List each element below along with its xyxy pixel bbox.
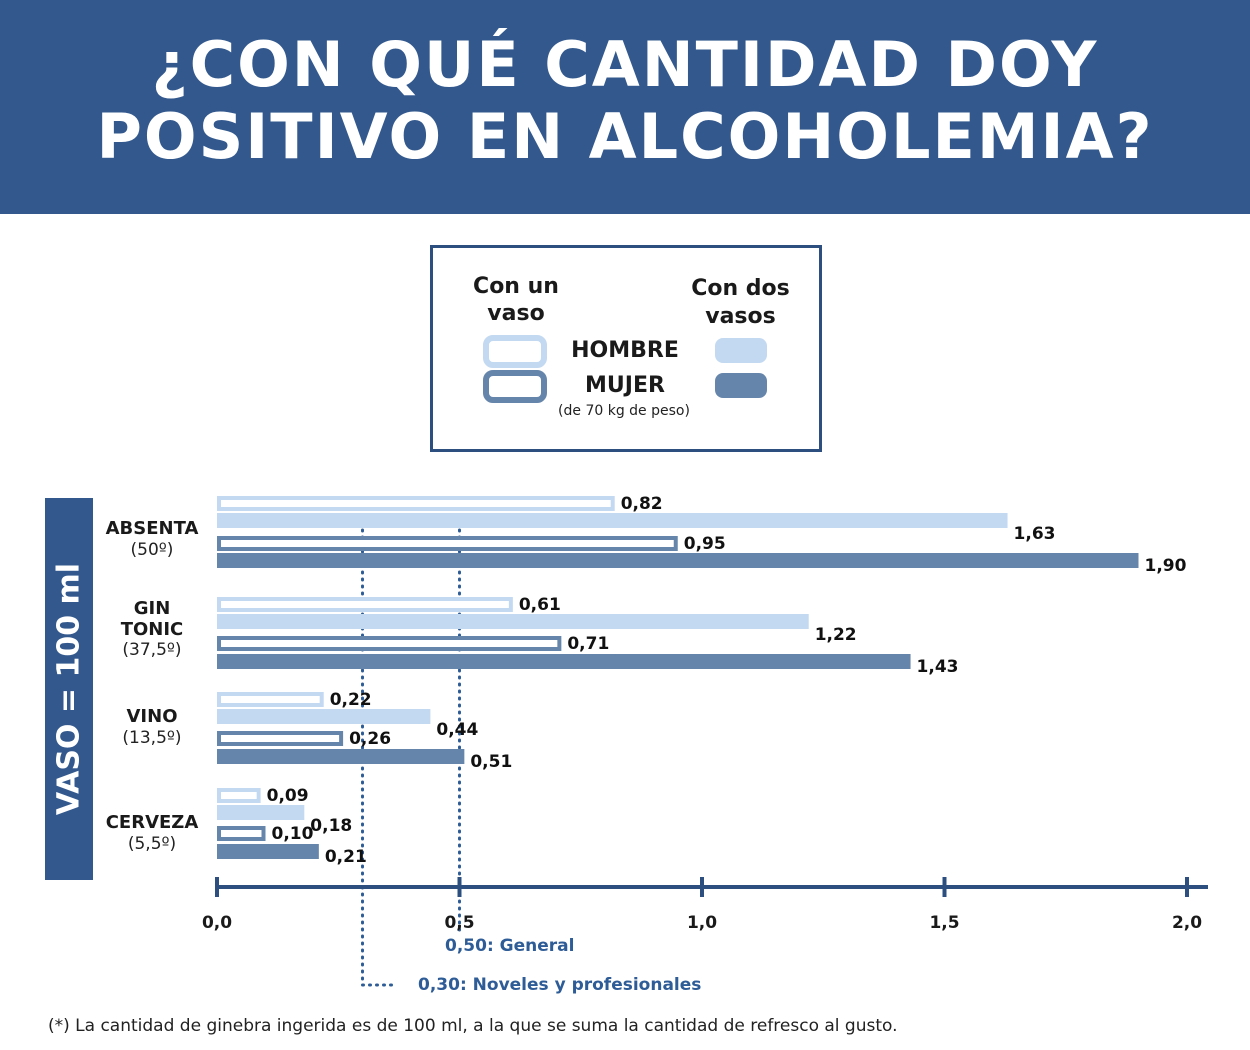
x-tick-label-1: 0,5 [444,913,474,933]
value-label-cerveza-series-3: 0,21 [325,847,367,867]
title-line-1: ¿CON QUÉ CANTIDAD DOY [151,28,1099,101]
category-sub-cerveza: (5,5º) [127,834,177,854]
legend-one-glass-line2: vaso [487,301,545,326]
category-sub-gin-tonic: (37,5º) [122,640,182,660]
category-label-absenta: ABSENTA [105,518,199,539]
legend-swatch-man-two-glasses [715,338,767,363]
bar-gin-tonic-series-1 [217,614,809,629]
value-label-absenta-series-2: 0,95 [684,534,726,554]
bar-cerveza-series-0 [217,788,261,803]
legend: Con un vaso Con dos vasos HOMBRE MUJER (… [430,245,822,452]
header-banner: ¿CON QUÉ CANTIDAD DOY POSITIVO EN ALCOHO… [0,0,1250,214]
value-label-absenta-series-0: 0,82 [621,494,663,514]
bar-gin-tonic-series-0 [217,597,513,612]
value-label-gin-tonic-series-3: 1,43 [917,657,959,677]
legend-weight-note: (de 70 kg de peso) [558,403,690,419]
value-label-cerveza-series-2: 0,10 [272,824,314,844]
x-tick-label-2: 1,0 [687,913,717,933]
value-label-gin-tonic-series-1: 1,22 [815,625,857,645]
category-label-gin-tonic-line1: GIN [133,598,171,619]
bar-vino-series-0 [217,692,324,707]
bar-vino-series-2 [217,731,344,746]
value-label-absenta-series-1: 1,63 [1014,524,1056,544]
bar-cerveza-series-3 [217,844,319,859]
category-label-vino: VINO [126,706,178,727]
value-label-gin-tonic-series-0: 0,61 [519,595,561,615]
value-label-vino-series-2: 0,26 [349,729,391,749]
bar-cerveza-series-1 [217,805,305,820]
category-label-gin-tonic-line2: TONIC [120,619,184,640]
bar-absenta-series-0 [217,496,615,511]
bar-gin-tonic-series-3 [217,654,911,669]
legend-two-glasses-line1: Con dos [691,276,790,301]
value-label-absenta-series-3: 1,90 [1145,556,1187,576]
footnote: (*) La cantidad de ginebra ingerida es d… [48,1016,898,1036]
bar-absenta-series-3 [217,553,1139,568]
title-line-2: POSITIVO EN ALCOHOLEMIA? [96,100,1154,173]
side-band [45,498,93,880]
bar-vino-series-1 [217,709,431,724]
legend-swatch-man-one-glass [483,335,547,368]
value-label-vino-series-0: 0,22 [330,690,372,710]
category-sub-vino: (13,5º) [122,728,182,748]
value-label-cerveza-series-1: 0,18 [310,816,352,836]
value-label-vino-series-3: 0,51 [470,752,512,772]
bar-gin-tonic-series-2 [217,636,562,651]
bar-absenta-series-2 [217,536,678,551]
legend-swatch-woman-one-glass [483,370,547,403]
value-label-gin-tonic-series-2: 0,71 [567,634,609,654]
reference-label-noveles: 0,30: Noveles y profesionales [418,975,701,995]
value-label-cerveza-series-0: 0,09 [267,786,309,806]
legend-two-glasses-line2: vasos [705,304,776,329]
x-tick-label-3: 1,5 [929,913,959,933]
legend-woman-label: MUJER [585,373,665,398]
bar-cerveza-series-2 [217,826,266,841]
x-tick-label-4: 2,0 [1172,913,1202,933]
legend-one-glass-line1: Con un [473,274,559,299]
reference-label-general: 0,50: General [445,936,574,956]
legend-swatch-woman-two-glasses [715,373,767,398]
x-tick-label-0: 0,0 [202,913,232,933]
legend-man-label: HOMBRE [571,338,679,363]
value-label-vino-series-1: 0,44 [436,720,478,740]
category-label-cerveza: CERVEZA [105,812,199,833]
legend-two-glasses: Con dos vasos [678,275,803,331]
bar-vino-series-3 [217,749,465,764]
bar-absenta-series-1 [217,513,1008,528]
legend-one-glass: Con un vaso [461,273,571,327]
category-sub-absenta: (50º) [130,540,174,560]
